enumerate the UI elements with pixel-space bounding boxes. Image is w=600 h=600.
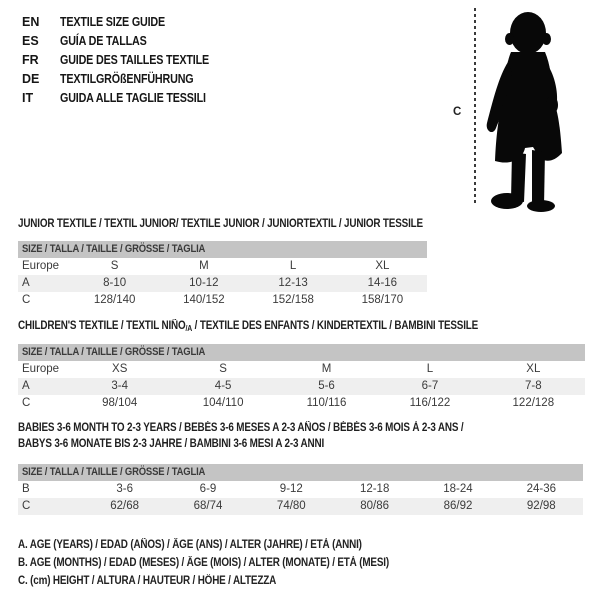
language-label: TEXTILGRÖßENFÜHRUNG	[60, 72, 194, 86]
value-cell: 7-8	[525, 380, 542, 392]
size-cell: S	[110, 260, 119, 272]
value-cell: 128/140	[93, 294, 136, 306]
value-cell: 3-6	[116, 483, 133, 495]
size-cell: M	[321, 363, 332, 375]
language-label: GUÍA DE TALLAS	[60, 34, 147, 48]
size-cell: M	[199, 260, 209, 272]
value-cell: 4-5	[214, 380, 232, 392]
row-label: A	[22, 277, 30, 289]
size-cell: XS	[112, 363, 128, 375]
size-header-row: SIZE / TALLA / TAILLE / GRÖSSE / TAGLIA	[18, 241, 427, 258]
value-cell: 12-18	[359, 483, 390, 495]
value-cell: 10-12	[189, 277, 219, 289]
junior-section-title: JUNIOR TEXTILE / TEXTIL JUNIOR/ TEXTILE …	[18, 218, 423, 230]
language-title-list: EN TEXTILE SIZE GUIDE ES GUÍA DE TALLAS FR…	[22, 13, 233, 108]
value-cell: 3-4	[111, 380, 129, 392]
value-cell: 140/152	[183, 294, 225, 306]
legend-footnotes: A. AGE (YEARS) / EDAD (AÑOS) / ÂGE (ANS)…	[18, 536, 449, 590]
value-cell: 116/122	[409, 397, 451, 409]
size-header-row: SIZE / TALLA / TAILLE / GRÖSSE / TAGLIA	[18, 464, 583, 481]
table-row-age: A 8-10 10-12 12-13 14-16	[18, 275, 427, 292]
row-label: C	[22, 294, 31, 306]
table-row-height: C 98/104 104/110 110/116 116/122 122/128	[18, 395, 585, 412]
height-measure-dashed-line	[474, 8, 476, 206]
language-row-de: DE TEXTILGRÖßENFÜHRUNG	[22, 70, 233, 89]
table-row-europe: Europe XS S M L XL	[18, 361, 585, 378]
value-cell: 104/110	[202, 397, 244, 409]
value-cell: 158/170	[361, 294, 404, 306]
height-measure-label: C	[453, 106, 462, 118]
babies-section-title-line1: BABIES 3-6 MONTH TO 2-3 YEARS / BEBÉS 3-…	[18, 422, 464, 434]
value-cell: 86/92	[443, 500, 473, 512]
babies-size-table: SIZE / TALLA / TAILLE / GRÖSSE / TAGLIA …	[18, 464, 583, 515]
row-label: C	[22, 397, 31, 409]
language-row-en: EN TEXTILE SIZE GUIDE	[22, 13, 233, 32]
table-row-months: B 3-6 6-9 9-12 12-18 18-24 24-36	[18, 481, 583, 498]
language-label: GUIDA ALLE TAGLIE TESSILI	[60, 91, 206, 105]
size-header-row: SIZE / TALLA / TAILLE / GRÖSSE / TAGLIA	[18, 344, 585, 361]
value-cell: 92/98	[526, 500, 556, 512]
value-cell: 98/104	[102, 397, 138, 409]
language-code: FR	[22, 53, 39, 67]
language-label: TEXTILE SIZE GUIDE	[60, 15, 166, 29]
size-cell: S	[219, 363, 227, 375]
value-cell: 122/128	[512, 397, 555, 409]
footnote-age-years: A. AGE (YEARS) / EDAD (AÑOS) / ÂGE (ANS)…	[18, 539, 362, 551]
size-cell: XL	[375, 260, 390, 272]
value-cell: 5-6	[318, 380, 335, 392]
value-cell: 24-36	[526, 483, 557, 495]
row-label: Europe	[22, 363, 60, 375]
value-cell: 68/74	[193, 500, 223, 512]
table-row-age: A 3-4 4-5 5-6 6-7 7-8	[18, 378, 585, 395]
children-size-table: SIZE / TALLA / TAILLE / GRÖSSE / TAGLIA …	[18, 344, 585, 412]
title-subscript: /A	[185, 324, 193, 333]
value-cell: 6-7	[421, 380, 439, 392]
language-label: GUIDE DES TAILLES TEXTILE	[60, 53, 210, 67]
value-cell: 80/86	[360, 500, 390, 512]
language-code: ES	[22, 34, 39, 48]
language-code: DE	[22, 72, 40, 86]
language-row-fr: FR GUIDE DES TAILLES TEXTILE	[22, 51, 233, 70]
baby-silhouette-icon	[486, 12, 562, 212]
junior-size-table: SIZE / TALLA / TAILLE / GRÖSSE / TAGLIA …	[18, 241, 427, 309]
language-code: IT	[22, 91, 34, 105]
children-section-title: CHILDREN'S TEXTILE / TEXTIL NIÑO/A / TEX…	[18, 320, 479, 333]
value-cell: 12-13	[278, 277, 308, 289]
table-row-height: C 128/140 140/152 152/158 158/170	[18, 292, 427, 309]
value-cell: 62/68	[110, 500, 140, 512]
footnote-height-cm: C. (cm) HEIGHT / ALTURA / HAUTEUR / HÖHE…	[18, 575, 277, 587]
row-label: C	[22, 500, 31, 512]
row-label: B	[22, 483, 30, 495]
language-code: EN	[22, 15, 40, 29]
value-cell: 110/116	[306, 397, 347, 409]
table-row-height: C 62/68 68/74 74/80 80/86 86/92 92/98	[18, 498, 583, 515]
value-cell: 8-10	[103, 277, 127, 289]
table-row-europe: Europe S M L XL	[18, 258, 427, 275]
footnote-age-months: B. AGE (MONTHS) / EDAD (MESES) / ÂGE (MO…	[18, 557, 389, 569]
babies-section-title-line2: BABYS 3-6 MONATE BIS 2-3 JAHRE / BAMBINI…	[18, 438, 325, 450]
language-row-es: ES GUÍA DE TALLAS	[22, 32, 233, 51]
language-row-it: IT GUIDA ALLE TAGLIE TESSILI	[22, 89, 233, 108]
value-cell: 74/80	[276, 500, 306, 512]
row-label: A	[22, 380, 30, 392]
size-cell: XL	[526, 363, 541, 375]
size-cell: L	[289, 260, 297, 272]
size-cell: L	[426, 363, 434, 375]
value-cell: 152/158	[272, 294, 314, 306]
value-cell: 6-9	[199, 483, 217, 495]
row-label: Europe	[22, 260, 60, 272]
value-cell: 18-24	[443, 483, 473, 495]
value-cell: 9-12	[279, 483, 303, 495]
value-cell: 14-16	[367, 277, 398, 289]
